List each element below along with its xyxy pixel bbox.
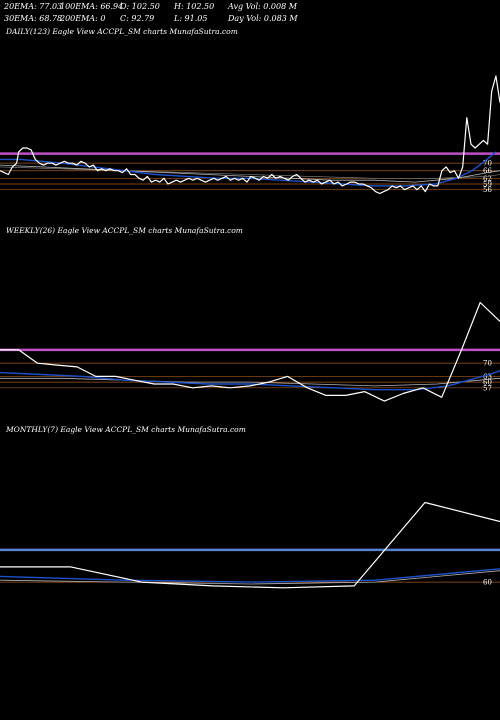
daily-ema-blue-line [0,151,497,187]
stat-low: L: 91.05 [174,14,208,23]
stat-100ema: 100EMA: 66.94 [60,2,124,11]
daily-level-label: 56 [483,186,492,194]
daily-level-label: 59 [483,181,492,189]
weekly-level-label: 60 [483,379,492,387]
daily-level-label: 62 [483,175,492,183]
weekly-ema-blue-line [0,370,500,391]
weekly-panel-label: WEEKLY(26) Eagle View ACCPL_SM charts Mu… [6,226,243,235]
stat-open: O: 102.50 [120,2,160,11]
monthly-level-label: 60 [483,579,492,587]
stat-20ema: 20EMA: 77.03 [4,2,63,11]
weekly-level-label: 63 [483,373,492,381]
daily-panel-label: DAILY(123) Eagle View ACCPL_SM charts Mu… [6,27,238,36]
stat-day-vol: Day Vol: 0.083 M [228,14,298,23]
monthly-price-line [0,501,500,589]
monthly-ema-gray-line [0,570,500,585]
weekly-ema-gray-line [0,377,500,387]
daily-ema-gray-line [0,164,500,183]
daily-price-line [0,75,500,195]
stat-200ema: 200EMA: 0 [60,14,106,23]
daily-level-label: 66 [483,167,492,175]
monthly-panel-label: MONTHLY(7) Eagle View ACCPL_SM charts Mu… [6,425,246,434]
stat-close: C: 92.79 [120,14,155,23]
stat-high: H: 102.50 [174,2,215,11]
daily-level-label: 70 [483,160,492,168]
stat-30ema: 30EMA: 68.78 [4,14,63,23]
weekly-level-label: 57 [483,384,492,392]
stats-header: 20EMA: 77.03 100EMA: 66.94 O: 102.50 H: … [4,2,494,32]
weekly-price-line [0,301,500,402]
stat-avg-vol: Avg Vol: 0.008 M [228,2,297,11]
weekly-level-label: 70 [483,360,492,368]
monthly-ema-blue-line [0,568,500,583]
